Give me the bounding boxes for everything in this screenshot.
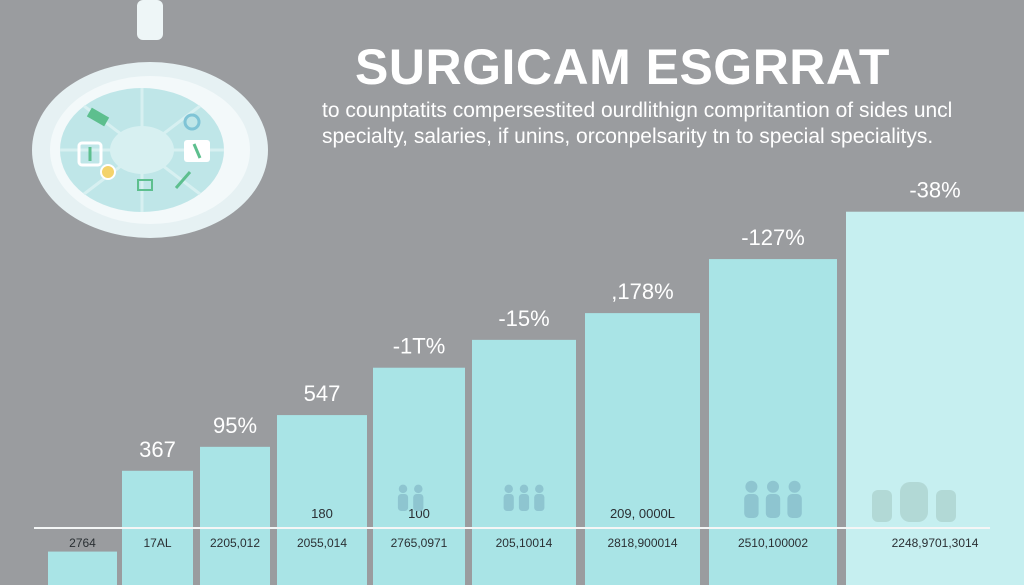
- person-icon-8-2: [765, 480, 781, 518]
- category-label-5: 2765,0971: [391, 536, 448, 550]
- value-label-4: 547: [304, 381, 341, 406]
- inner-label-7: 209, 0000L: [610, 506, 675, 521]
- bar-7: [585, 313, 700, 585]
- bar-8: [709, 259, 837, 585]
- person-icon-8-1: [744, 480, 759, 518]
- person-icon-8-3: [787, 480, 802, 518]
- person-icon-6-1: [503, 484, 514, 511]
- subtitle-line-1: to counptatits compersestited ourdlithig…: [322, 99, 953, 122]
- value-label-6: -15%: [498, 306, 549, 331]
- inner-label-5: 100: [408, 506, 430, 521]
- bar-6: [472, 339, 576, 585]
- category-label-2: 17AL: [143, 536, 171, 550]
- surgical-lamp-icon: [32, 0, 268, 238]
- page-title: SURGICAM ESGRRAT: [355, 39, 890, 95]
- value-label-7: ,178%: [611, 279, 673, 304]
- person-icon-6-2: [518, 484, 530, 511]
- bar-1: [48, 551, 117, 585]
- bar-4: [277, 415, 367, 585]
- person-icon-5-2: [413, 484, 424, 511]
- category-label-8: 2510,100002: [738, 536, 808, 550]
- bar-5: [373, 367, 465, 585]
- category-label-4: 2055,014: [297, 536, 347, 550]
- value-label-5: -1T%: [393, 334, 446, 359]
- bar-9: [846, 211, 1024, 585]
- person-icon-6-3: [534, 484, 545, 511]
- value-label-8: -127%: [741, 225, 805, 250]
- category-label-3: 2205,012: [210, 536, 260, 550]
- hands-group-icon: [872, 482, 956, 522]
- person-icon-5-1: [397, 484, 409, 511]
- value-label-3: 95%: [213, 413, 257, 438]
- value-label-2: 367: [139, 437, 176, 462]
- value-label-9: -38%: [909, 178, 960, 203]
- category-label-7: 2818,900014: [607, 536, 677, 550]
- bar-3: [200, 446, 270, 585]
- page-subtitle: to counptatits compersestited ourdlithig…: [322, 98, 962, 150]
- subtitle-line-2: specialty, salaries, if unins, orconpels…: [322, 125, 934, 148]
- category-label-6: 205,10014: [496, 536, 553, 550]
- inner-label-4: 180: [311, 506, 333, 521]
- category-label-9: 2248,9701,3014: [892, 536, 979, 550]
- category-label-1: 2764: [69, 536, 96, 550]
